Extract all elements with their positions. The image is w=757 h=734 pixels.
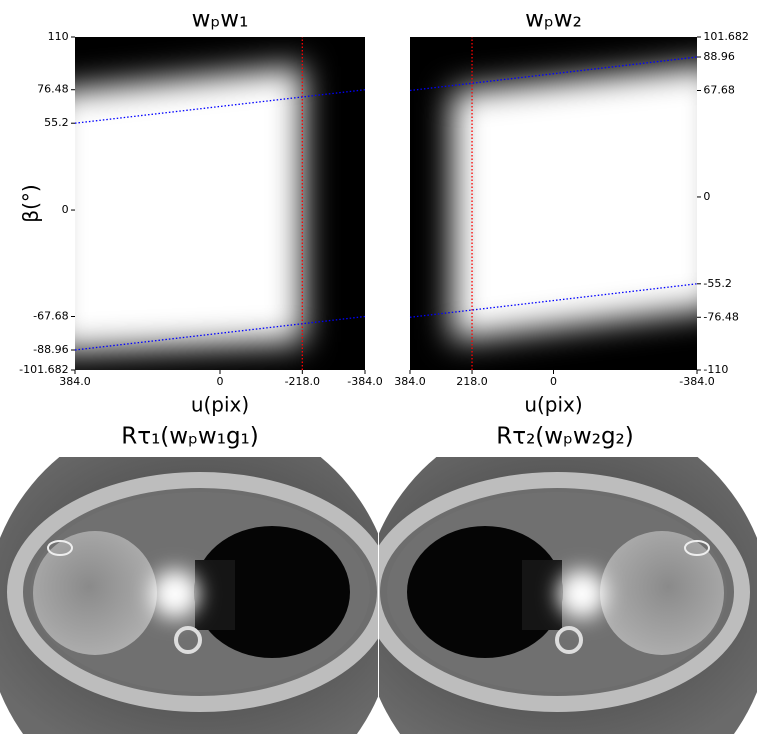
y-tick-label: 0 (703, 190, 710, 203)
heatmap-image (75, 37, 365, 370)
x-tick-label: -218.0 (285, 375, 320, 388)
panel-title: Rτ₁(wₚw₁g₁) (121, 424, 259, 450)
y-tick-label: -67.68 (33, 310, 68, 323)
guide-line (409, 56, 698, 92)
y-tick-label: 0 (62, 203, 69, 216)
y-tick-label: -76.48 (703, 310, 738, 323)
x-tick-label: -384.0 (347, 375, 382, 388)
y-tick-label: -88.96 (33, 343, 68, 356)
x-tick-label: 218.0 (456, 375, 488, 388)
y-tick-label: 110 (48, 30, 69, 43)
ct-image (357, 440, 757, 734)
ct-image (0, 440, 400, 734)
panel-title: Rτ₂(wₚw₂g₂) (496, 424, 634, 450)
x-tick-label: 384.0 (394, 375, 426, 388)
y-axis-label: β(°) (19, 184, 43, 222)
panel-title: wₚw₂ (525, 7, 582, 33)
panel-title: wₚw₁ (192, 7, 249, 33)
x-axis-label: u(pix) (524, 393, 582, 417)
y-tick-label: 88.96 (703, 50, 735, 63)
y-tick-label: 55.2 (44, 116, 69, 129)
x-tick-label: 0 (550, 375, 557, 388)
y-tick-label: -55.2 (703, 277, 731, 290)
y-tick-label: -110 (703, 363, 728, 376)
y-tick-label: -101.682 (19, 363, 68, 376)
x-tick-label: -384.0 (679, 375, 714, 388)
x-tick-label: 0 (217, 375, 224, 388)
y-tick-label: 76.48 (37, 83, 69, 96)
y-tick-label: 67.68 (703, 83, 735, 96)
heatmap-image (410, 37, 697, 370)
x-axis-label: u(pix) (191, 393, 249, 417)
x-tick-label: 384.0 (59, 375, 91, 388)
guide-line (409, 283, 698, 318)
y-tick-label: 101.682 (703, 30, 749, 43)
